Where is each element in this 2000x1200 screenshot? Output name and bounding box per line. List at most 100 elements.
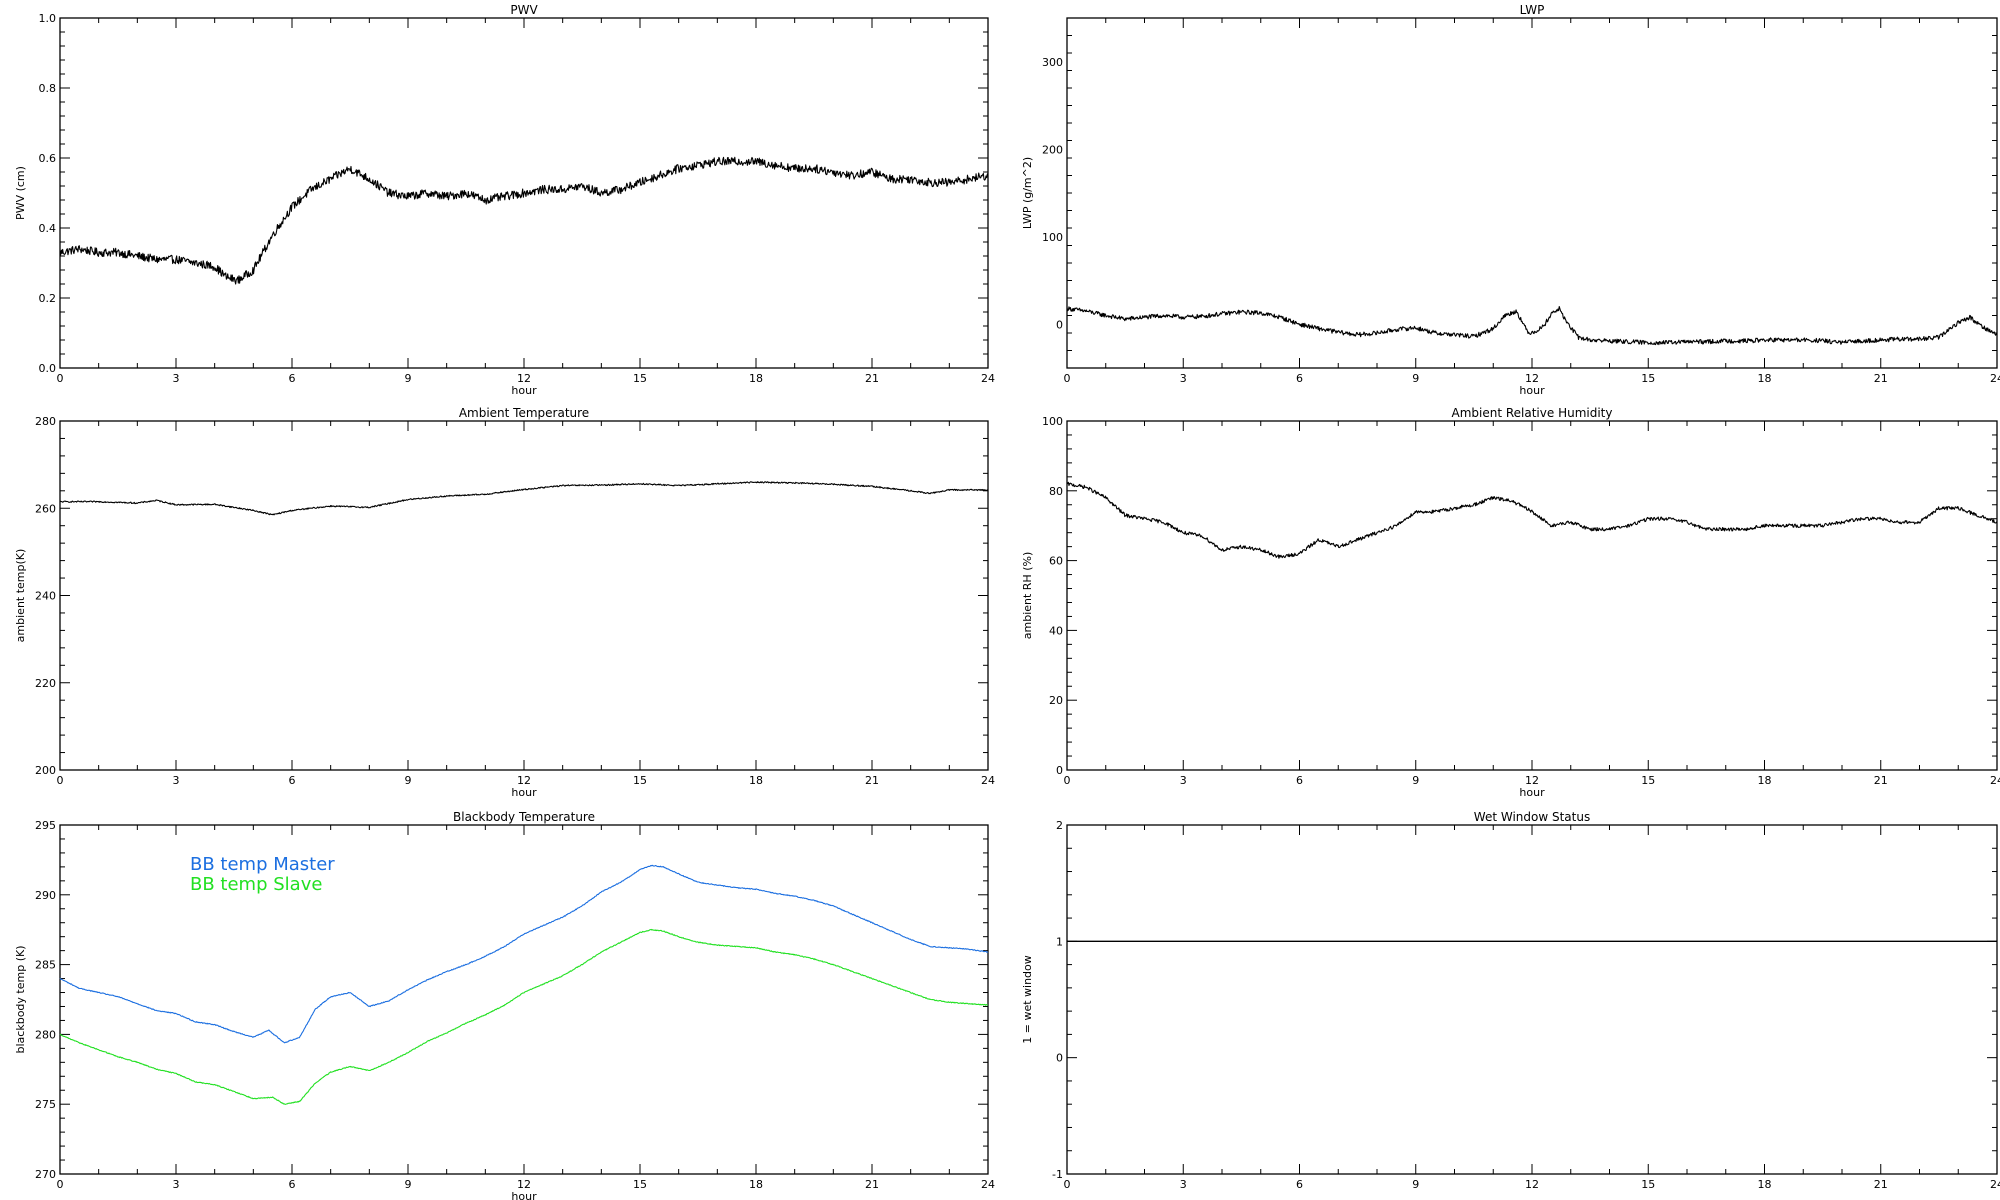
- y-tick-label: 100: [1042, 231, 1063, 244]
- x-tick-label: 0: [1064, 1178, 1071, 1191]
- y-tick-label: 290: [35, 889, 56, 902]
- x-tick-label: 24: [1990, 774, 2000, 787]
- chart-ambient-temp: 0 3 6 9 12 15 18 21 24 200 220 240 260 280 Ambient Tem…: [14, 406, 995, 799]
- series-line-ambient-rh: [1066, 481, 1998, 559]
- y-tick-label: 295: [35, 819, 56, 832]
- x-tick-label: 9: [1412, 774, 1419, 787]
- y-tick-label: 280: [35, 1028, 56, 1041]
- series-line-lwp: [1066, 306, 1998, 346]
- x-tick-label: 24: [981, 774, 995, 787]
- chart-title: Blackbody Temperature: [453, 810, 595, 824]
- x-tick-label: 12: [1525, 372, 1539, 385]
- x-axis-label: hour: [511, 786, 537, 799]
- x-tick-label: 0: [57, 1178, 64, 1191]
- x-tick-label: 3: [173, 774, 180, 787]
- y-axis-label: ambient temp(K): [14, 549, 27, 643]
- series-line-ambient-temp: [59, 481, 989, 516]
- x-tick-label: 6: [289, 372, 296, 385]
- x-tick-label: 15: [633, 1178, 647, 1191]
- chart-ambient-rh: 0 3 6 9 12 15 18 21 24 0 20 40 60 80 100 Ambient Relati…: [1021, 406, 2000, 799]
- y-axis-label: LWP (g/m^2): [1021, 157, 1034, 229]
- x-tick-label: 15: [633, 774, 647, 787]
- x-tick-label: 6: [289, 774, 296, 787]
- x-tick-label: 15: [633, 372, 647, 385]
- y-tick-label: 2: [1056, 819, 1063, 832]
- chart-lwp: 0 3 6 9 12 15 18 21 24 0 100 200 300 LWP hour LWP (g/m^…: [1021, 3, 2000, 397]
- x-tick-label: 9: [405, 774, 412, 787]
- x-tick-label: 3: [1180, 1178, 1187, 1191]
- x-axis-label: hour: [1519, 786, 1545, 799]
- x-tick-label: 3: [1180, 372, 1187, 385]
- x-tick-label: 15: [1641, 372, 1655, 385]
- x-tick-label: 12: [517, 1178, 531, 1191]
- y-tick-label: 0: [1056, 318, 1063, 331]
- x-tick-label: 12: [517, 774, 531, 787]
- x-tick-label: 18: [749, 372, 763, 385]
- x-tick-label: 21: [1874, 372, 1888, 385]
- y-tick-label: 40: [1049, 624, 1063, 637]
- x-tick-label: 12: [1525, 774, 1539, 787]
- y-axis-label: blackbody temp (K): [14, 946, 27, 1054]
- plot-frame: [1066, 420, 1998, 771]
- x-tick-label: 6: [1296, 1178, 1303, 1191]
- x-tick-label: 9: [1412, 1178, 1419, 1191]
- y-tick-label: 275: [35, 1098, 56, 1111]
- y-tick-label: 0.8: [39, 82, 57, 95]
- y-tick-label: 285: [35, 959, 56, 972]
- y-tick-label: 60: [1049, 555, 1063, 568]
- y-tick-label: 220: [35, 677, 56, 690]
- legend-entry: BB temp Slave: [190, 874, 322, 895]
- x-tick-label: 3: [173, 372, 180, 385]
- y-tick-label: 1.0: [39, 12, 57, 25]
- x-axis-label: hour: [1519, 384, 1545, 397]
- y-tick-label: 240: [35, 590, 56, 603]
- legend-entry: BB temp Master: [190, 854, 335, 875]
- x-tick-label: 18: [1758, 372, 1772, 385]
- y-tick-label: 280: [35, 415, 56, 428]
- x-tick-label: 3: [173, 1178, 180, 1191]
- x-tick-label: 0: [57, 372, 64, 385]
- plot-frame: [59, 420, 989, 771]
- x-tick-label: 21: [865, 372, 879, 385]
- y-tick-label: 0.2: [39, 292, 57, 305]
- y-axis-label: 1 = wet window: [1021, 955, 1034, 1044]
- x-tick-label: 0: [1064, 372, 1071, 385]
- x-axis-label: hour: [511, 384, 537, 397]
- x-tick-label: 24: [1990, 1178, 2000, 1191]
- y-tick-label: 270: [35, 1168, 56, 1181]
- series-line-bb-temp-master: [59, 864, 989, 1044]
- x-tick-label: 18: [749, 1178, 763, 1191]
- y-tick-label: 0.4: [39, 222, 57, 235]
- plot-frame: [1066, 824, 1998, 1175]
- x-tick-label: 15: [1641, 1178, 1655, 1191]
- x-tick-label: 0: [57, 774, 64, 787]
- y-tick-label: -1: [1052, 1168, 1063, 1181]
- y-tick-label: 200: [1042, 143, 1063, 156]
- x-axis-label: hour: [511, 1190, 537, 1200]
- x-tick-label: 21: [865, 1178, 879, 1191]
- x-tick-label: 21: [1874, 1178, 1888, 1191]
- x-tick-label: 21: [865, 774, 879, 787]
- x-tick-label: 21: [1874, 774, 1888, 787]
- y-tick-label: 200: [35, 764, 56, 777]
- chart-title: LWP: [1520, 3, 1545, 17]
- y-tick-label: 100: [1042, 415, 1063, 428]
- x-tick-label: 0: [1064, 774, 1071, 787]
- chart-title: Ambient Relative Humidity: [1452, 406, 1613, 420]
- chart-title: PWV: [510, 3, 538, 17]
- chart-title: Ambient Temperature: [459, 406, 589, 420]
- y-tick-label: 1: [1056, 935, 1063, 948]
- x-tick-label: 6: [289, 1178, 296, 1191]
- x-tick-label: 18: [1758, 774, 1772, 787]
- chart-pwv: 0 3 6 9 12 15 18 21 24 0.0 0.2 0.4 0.6 0.8 1.0 PWV hour P…: [14, 3, 995, 397]
- y-tick-label: 300: [1042, 56, 1063, 69]
- x-tick-label: 15: [1641, 774, 1655, 787]
- x-tick-label: 3: [1180, 774, 1187, 787]
- y-tick-label: 0.6: [39, 152, 57, 165]
- series-line-bb-temp-slave: [59, 928, 989, 1105]
- y-axis-label: ambient RH (%): [1021, 552, 1034, 640]
- chart-title: Wet Window Status: [1474, 810, 1590, 824]
- y-tick-label: 260: [35, 502, 56, 515]
